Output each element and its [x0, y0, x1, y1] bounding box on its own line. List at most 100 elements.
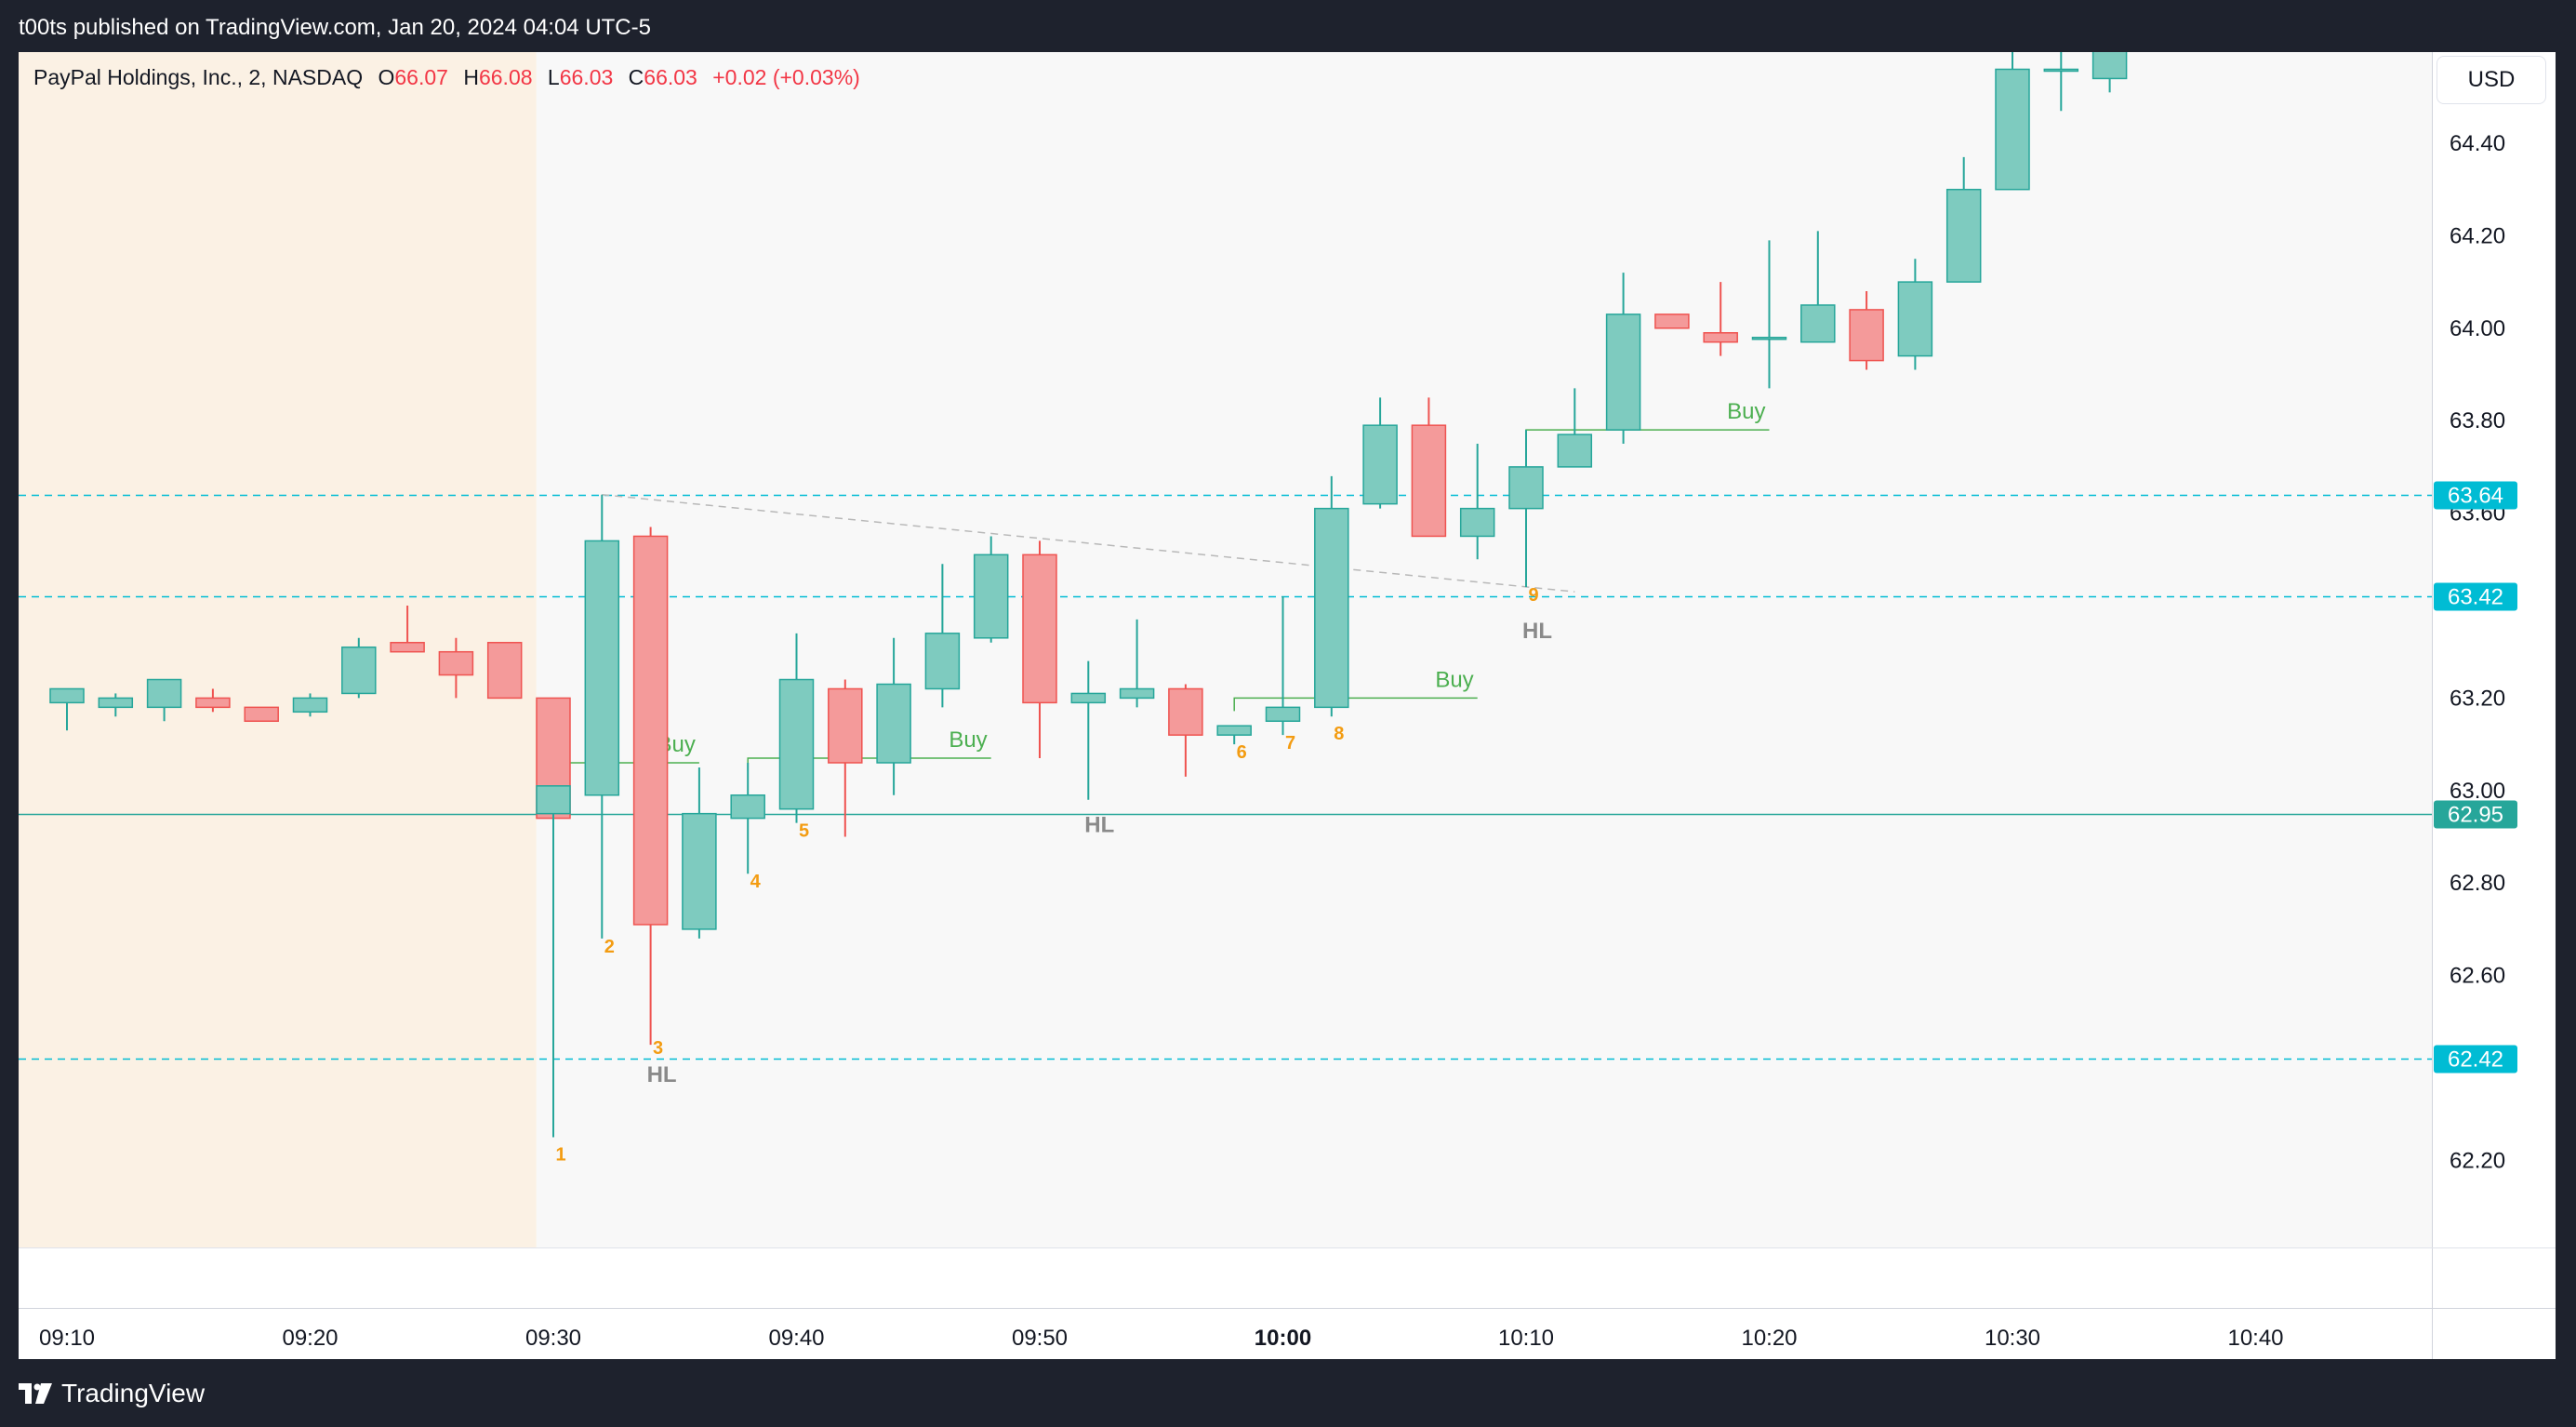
price-axis-area: [2432, 52, 2556, 1359]
candle-body: [2043, 68, 2079, 73]
candle-body: [1216, 725, 1252, 736]
candle-body: [1022, 553, 1057, 704]
candle-body: [1995, 68, 2030, 191]
candle-body: [1849, 309, 1884, 362]
y-tick-label: 62.20: [2450, 1148, 2505, 1173]
candle-body: [1751, 336, 1787, 340]
legend-close-label: C: [628, 65, 644, 89]
level-price-label: 63.64: [2448, 484, 2503, 509]
level-price-label: 63.42: [2448, 585, 2503, 610]
bar-count-label: 1: [555, 1144, 565, 1165]
premarket-session-shade: [19, 52, 537, 1247]
level-price-tag: [2434, 800, 2517, 829]
candle-body: [292, 697, 328, 714]
bar-count-label: 2: [604, 937, 615, 957]
candle-body: [730, 794, 765, 820]
level-price-tag: [2434, 582, 2517, 611]
candle-body: [682, 812, 717, 930]
candle-body: [828, 687, 863, 764]
bar-count-label: 7: [1285, 733, 1295, 754]
candle-body: [146, 678, 182, 709]
publish-header: t00ts published on TradingView.com, Jan …: [0, 0, 2576, 52]
x-tick-label: 10:10: [1498, 1326, 1554, 1351]
x-tick-label: 09:10: [39, 1326, 95, 1351]
level-price-tag: [2434, 1045, 2517, 1074]
y-tick-label: 63.80: [2450, 408, 2505, 433]
candle-body: [924, 633, 961, 690]
buy-signal-line: [1233, 697, 1478, 712]
candle-body: [1411, 424, 1447, 538]
level-price-label: 62.95: [2448, 803, 2503, 828]
candle-body: [390, 642, 425, 653]
tradingview-logo-icon: [19, 1383, 52, 1404]
legend-open-label: O: [378, 65, 395, 89]
candle-body: [244, 706, 279, 723]
buy-signal-label: Buy: [949, 727, 987, 753]
bar-count-label: 3: [653, 1038, 663, 1059]
publish-text: t00ts published on TradingView.com, Jan …: [19, 15, 651, 40]
legend-high-label: H: [463, 65, 479, 89]
candle-body: [2091, 52, 2128, 80]
candle-body: [1557, 433, 1593, 468]
candle-body: [1605, 313, 1641, 431]
bar-count-label: 4: [750, 872, 762, 892]
candle-body: [1654, 313, 1690, 329]
candle-body: [98, 697, 134, 709]
x-tick-label: 09:40: [768, 1326, 824, 1351]
chart-frame[interactable]: 64.40 64.20 64.00 63.80 63.60 63.20 63.00 62.80…: [19, 52, 2556, 1359]
x-tick-label: 09:30: [525, 1326, 581, 1351]
x-tick-label: 09:20: [282, 1326, 338, 1351]
x-tick-label: 10:30: [1985, 1326, 2040, 1351]
legend-close-value: 66.03: [644, 65, 697, 89]
candle-body: [778, 678, 815, 810]
price-chart[interactable]: 64.4064.2064.0063.8063.6063.2063.0062.80…: [19, 52, 2556, 1359]
bar-count-label: 5: [799, 821, 809, 842]
candle-body: [1314, 507, 1349, 709]
candle-body: [1459, 507, 1495, 538]
candle-body: [486, 642, 523, 700]
candle-body: [1362, 424, 1398, 505]
y-tick-label: 64.40: [2450, 131, 2505, 156]
time-axis-area: [19, 1247, 2432, 1359]
y-tick-label: 62.80: [2450, 871, 2505, 896]
x-tick-label: 10:00: [1255, 1326, 1311, 1351]
candle-body: [1265, 706, 1301, 723]
y-tick-label: 64.00: [2450, 316, 2505, 341]
level-price-label: 62.42: [2448, 1047, 2503, 1073]
candle-body: [584, 540, 620, 796]
candle-body: [195, 697, 231, 709]
footer-brand-text: TradingView: [61, 1379, 206, 1407]
x-tick-label: 10:20: [1741, 1326, 1797, 1351]
legend-high-value: 66.08: [478, 65, 533, 89]
candle-body: [973, 553, 1009, 639]
higher-low-label: HL: [1084, 813, 1114, 838]
bar-count-label: 6: [1237, 742, 1247, 763]
currency-button[interactable]: USD: [2437, 56, 2546, 104]
footer-brand: TradingView: [19, 1373, 205, 1414]
legend-low-label: L: [547, 65, 560, 89]
candle-body: [1508, 466, 1544, 510]
level-price-tag: [2434, 481, 2517, 510]
symbol-legend: PayPal Holdings, Inc., 2, NASDAQ O66.07 …: [33, 65, 860, 90]
legend-low-value: 66.03: [559, 65, 614, 89]
candle-body: [341, 646, 377, 695]
trendline: [602, 493, 1575, 593]
candle-body: [1800, 304, 1836, 343]
higher-low-label: HL: [1522, 619, 1552, 644]
legend-open-value: 66.07: [394, 65, 448, 89]
x-tick-label: 09:50: [1012, 1326, 1068, 1351]
legend-change: +0.02 (+0.03%): [712, 65, 860, 89]
legend-symbol: PayPal Holdings, Inc., 2, NASDAQ: [33, 65, 364, 89]
candle-body: [49, 687, 85, 704]
y-tick-label: 63.00: [2450, 779, 2505, 804]
candle-body: [632, 535, 669, 926]
y-tick-label: 64.20: [2450, 223, 2505, 248]
candle-body: [438, 650, 474, 676]
candle-body: [1168, 687, 1203, 736]
bar-count-label: 9: [1528, 585, 1538, 606]
buy-signal-label: Buy: [1435, 667, 1473, 692]
x-tick-label: 10:40: [2227, 1326, 2283, 1351]
y-tick-label: 63.20: [2450, 686, 2505, 711]
candle-body: [1945, 188, 1982, 283]
buy-signal-label: Buy: [1727, 399, 1765, 424]
